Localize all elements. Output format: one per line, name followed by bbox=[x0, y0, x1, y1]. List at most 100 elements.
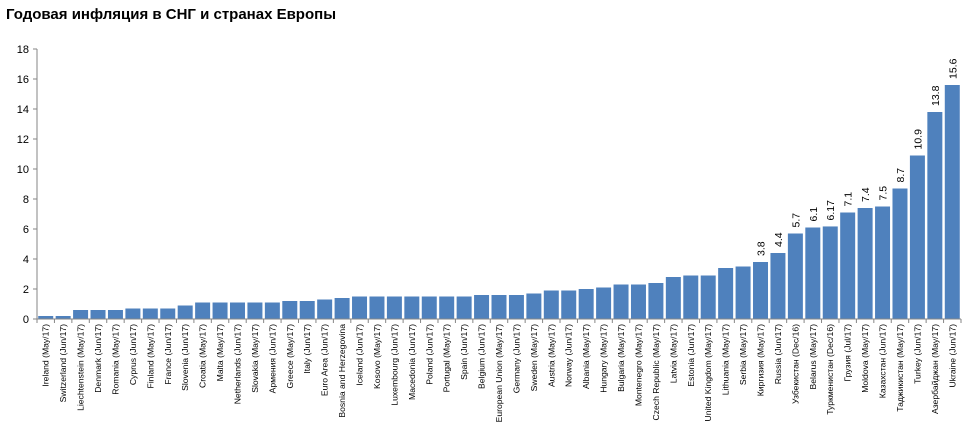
bar bbox=[543, 290, 559, 319]
y-tick-label: 4 bbox=[23, 254, 29, 266]
bar bbox=[840, 212, 856, 319]
data-label: 7.4 bbox=[860, 187, 872, 202]
data-label: 15.6 bbox=[947, 58, 959, 79]
bar bbox=[456, 296, 472, 319]
category-label: Finland (May/17) bbox=[145, 324, 155, 389]
category-label: Norway (Jun/17) bbox=[564, 324, 574, 387]
category-label: Казахстан (Jun/17) bbox=[878, 324, 888, 398]
bar bbox=[125, 308, 141, 319]
category-label: Moldova (May/17) bbox=[860, 324, 870, 393]
category-label: Армения (Jun/17) bbox=[267, 324, 277, 393]
category-label: Czech Republic (May/17) bbox=[651, 324, 661, 421]
category-label: Malta (May/17) bbox=[215, 324, 225, 381]
category-label: Belarus (May/17) bbox=[808, 324, 818, 390]
bar bbox=[247, 302, 263, 319]
bars bbox=[38, 85, 960, 319]
bar bbox=[718, 268, 734, 319]
category-label: France (Jun/17) bbox=[163, 324, 173, 385]
bar bbox=[561, 290, 577, 319]
category-label: Belgium (Jun/17) bbox=[477, 324, 487, 389]
bar bbox=[90, 310, 106, 319]
category-label: Kosovo (May/17) bbox=[372, 324, 382, 389]
bar bbox=[526, 293, 542, 319]
category-label: Ukraine (Jun/17) bbox=[947, 324, 957, 388]
category-label: Spain (Jun/17) bbox=[459, 324, 469, 380]
bar bbox=[753, 262, 769, 319]
category-label: Euro Area (Jun/17) bbox=[320, 324, 330, 396]
category-label: Denmark (Jun/17) bbox=[93, 324, 103, 393]
bar bbox=[369, 296, 385, 319]
bar bbox=[142, 308, 158, 319]
data-label: 6.1 bbox=[808, 207, 820, 222]
bar bbox=[264, 302, 280, 319]
bar bbox=[822, 226, 838, 319]
bar bbox=[160, 308, 176, 319]
category-label: Slovenia (Jun/17) bbox=[180, 324, 190, 391]
bar bbox=[229, 302, 245, 319]
category-label: Germany (Jun/17) bbox=[511, 324, 521, 393]
bar bbox=[735, 266, 751, 319]
y-tick-label: 8 bbox=[23, 194, 29, 206]
category-label: Киргизия (May/17) bbox=[756, 324, 766, 396]
category-label: Serbia (May/17) bbox=[738, 324, 748, 385]
bar bbox=[282, 301, 298, 319]
category-label: Узбекистан (Dec/16) bbox=[790, 324, 800, 404]
data-label: 4.4 bbox=[773, 232, 785, 247]
category-label: Bosnia and Herzegovina bbox=[337, 324, 347, 418]
data-label: 10.9 bbox=[912, 129, 924, 150]
bar bbox=[875, 206, 891, 319]
bar bbox=[55, 316, 71, 319]
data-label: 7.1 bbox=[843, 192, 855, 207]
category-label: Portugal (May/17) bbox=[442, 324, 452, 392]
bar bbox=[38, 316, 54, 319]
category-label: Romania (May/17) bbox=[110, 324, 120, 395]
data-label: 3.8 bbox=[756, 241, 768, 256]
category-label: Greece (May/17) bbox=[285, 324, 295, 389]
category-label: Russia (Jun/17) bbox=[773, 324, 783, 384]
y-tick-label: 10 bbox=[17, 164, 29, 176]
category-label: Croatia (May/17) bbox=[198, 324, 208, 388]
bar bbox=[439, 296, 455, 319]
category-label: Iceland (Jun/17) bbox=[355, 324, 365, 386]
category-labels: Ireland (May/17) Switzerland (Jun/17) Liec… bbox=[41, 324, 958, 423]
bar bbox=[578, 289, 594, 319]
category-label: Азербайджан (May/17) bbox=[930, 324, 940, 414]
category-label: Albania (May/17) bbox=[581, 324, 591, 389]
chart-title: Годовая инфляция в СНГ и странах Европы bbox=[6, 6, 337, 23]
category-label: European Union (May/17) bbox=[494, 324, 504, 423]
bar bbox=[177, 305, 193, 319]
category-label: Macedonia (Jun/17) bbox=[407, 324, 417, 400]
category-label: Montenegro (May/17) bbox=[633, 324, 643, 406]
bar bbox=[491, 295, 507, 319]
bar bbox=[317, 299, 333, 319]
category-label: Sweden (May/17) bbox=[529, 324, 539, 391]
data-label: 7.5 bbox=[878, 186, 890, 201]
category-label: Liechtenstein (May/17) bbox=[76, 324, 86, 411]
category-label: Switzerland (Jun/17) bbox=[58, 324, 68, 402]
bar bbox=[404, 296, 420, 319]
category-label: Italy (Jun/17) bbox=[302, 324, 312, 374]
category-label: Netherlands (Jun/17) bbox=[232, 324, 242, 404]
bar bbox=[421, 296, 437, 319]
bar bbox=[770, 253, 786, 319]
bar bbox=[700, 275, 716, 319]
category-label: Cyprus (Jun/17) bbox=[128, 324, 138, 385]
data-labels: 3.8 4.4 5.7 6.1 6.17 7.1 7.4 7.5 8.7 10.9 13.8 15.6 bbox=[756, 58, 960, 256]
category-label: Latvia (May/17) bbox=[668, 324, 678, 383]
y-tick-label: 12 bbox=[17, 134, 29, 146]
y-tick-label: 6 bbox=[23, 224, 29, 236]
bar bbox=[630, 284, 646, 319]
bar bbox=[665, 277, 681, 319]
bar bbox=[508, 295, 524, 319]
category-label: Poland (Jun/17) bbox=[424, 324, 434, 385]
bar bbox=[944, 85, 960, 319]
bar bbox=[299, 301, 315, 319]
y-tick-label: 14 bbox=[17, 104, 29, 116]
category-label: Грузия (Jul/17) bbox=[843, 324, 853, 382]
category-label: Slovakia (May/17) bbox=[250, 324, 260, 393]
category-label: Bulgaria (May/17) bbox=[616, 324, 626, 392]
x-axis bbox=[36, 318, 962, 323]
bar bbox=[386, 296, 402, 319]
bar bbox=[334, 298, 350, 319]
